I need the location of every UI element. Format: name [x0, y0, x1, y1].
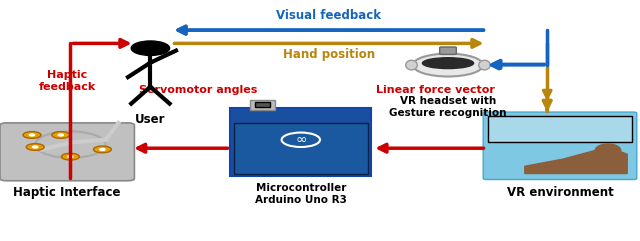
Polygon shape: [525, 147, 627, 174]
FancyBboxPatch shape: [440, 47, 456, 54]
Ellipse shape: [595, 144, 621, 157]
Ellipse shape: [479, 60, 490, 70]
FancyBboxPatch shape: [0, 123, 134, 181]
Text: Haptic
feedback: Haptic feedback: [38, 70, 96, 92]
Text: VR headset with
Gesture recognition: VR headset with Gesture recognition: [389, 96, 507, 118]
Text: VR environment: VR environment: [507, 186, 613, 199]
Circle shape: [29, 134, 35, 136]
FancyBboxPatch shape: [234, 123, 368, 174]
Ellipse shape: [422, 58, 474, 69]
Text: Linear force vector: Linear force vector: [376, 85, 495, 95]
FancyBboxPatch shape: [250, 100, 275, 110]
FancyBboxPatch shape: [255, 102, 270, 107]
Text: ∞: ∞: [295, 133, 307, 147]
Circle shape: [23, 132, 41, 138]
Text: Haptic Interface: Haptic Interface: [13, 186, 121, 199]
Text: User: User: [135, 113, 166, 126]
Circle shape: [93, 146, 111, 153]
Ellipse shape: [413, 54, 483, 76]
Circle shape: [61, 153, 79, 160]
Text: Hand position: Hand position: [283, 48, 375, 61]
Circle shape: [26, 144, 44, 150]
Circle shape: [68, 156, 73, 158]
Circle shape: [33, 146, 38, 148]
Text: Servomotor angles: Servomotor angles: [140, 85, 257, 95]
Text: Microcontroller
Arduino Uno R3: Microcontroller Arduino Uno R3: [255, 183, 347, 205]
Circle shape: [131, 41, 170, 55]
FancyBboxPatch shape: [230, 108, 371, 176]
FancyBboxPatch shape: [483, 112, 637, 180]
Text: Visual feedback: Visual feedback: [276, 9, 381, 22]
Ellipse shape: [406, 60, 417, 70]
FancyBboxPatch shape: [488, 116, 632, 142]
Circle shape: [52, 132, 70, 138]
Circle shape: [58, 134, 63, 136]
Circle shape: [100, 148, 105, 150]
